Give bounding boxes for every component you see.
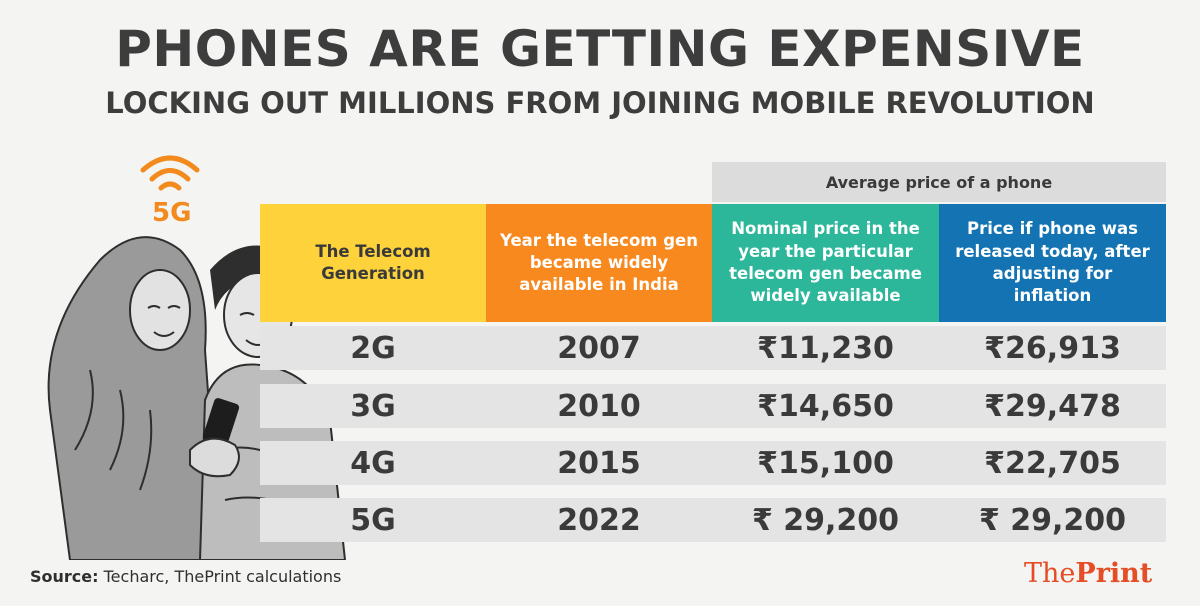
table-row: 2G 2007 ₹11,230 ₹26,913 [260, 326, 1166, 370]
generation-cell: 5G [350, 502, 396, 538]
nominal-price-cell: ₹ 29,200 [751, 502, 900, 538]
table-row: 5G 2022 ₹ 29,200 ₹ 29,200 [260, 498, 1166, 542]
generation-cell: 2G [350, 330, 396, 366]
brand-regular: The [1024, 558, 1076, 589]
nominal-price-cell: ₹15,100 [757, 445, 894, 481]
column-header-generation: The Telecom Generation [260, 204, 486, 322]
page-subtitle: LOCKING OUT MILLIONS FROM JOINING MOBILE… [105, 86, 1095, 120]
theprint-logo: ThePrint [1024, 558, 1152, 589]
column-header-year: Year the telecom gen became widely avail… [486, 204, 712, 322]
wifi-signal-icon [140, 155, 200, 191]
year-cell: 2015 [557, 445, 641, 481]
page-title: PHONES ARE GETTING EXPENSIVE [115, 20, 1085, 78]
source-label: Source: [30, 567, 99, 586]
source-text: Techarc, ThePrint calculations [98, 567, 342, 586]
average-price-group-header: Average price of a phone [712, 162, 1166, 202]
adjusted-price-cell: ₹ 29,200 [978, 502, 1127, 538]
nominal-price-cell: ₹14,650 [757, 388, 894, 424]
nominal-price-cell: ₹11,230 [757, 330, 894, 366]
year-cell: 2010 [557, 388, 641, 424]
adjusted-price-cell: ₹26,913 [984, 330, 1121, 366]
generation-cell: 3G [350, 388, 396, 424]
source-note: Source: Techarc, ThePrint calculations [30, 567, 341, 586]
year-cell: 2007 [557, 330, 641, 366]
table-row: 4G 2015 ₹15,100 ₹22,705 [260, 441, 1166, 485]
adjusted-price-cell: ₹22,705 [984, 445, 1121, 481]
column-header-nominal-price: Nominal price in the year the particular… [712, 204, 939, 322]
column-header-adjusted-price: Price if phone was released today, after… [939, 204, 1166, 322]
brand-bold: Print [1075, 558, 1153, 589]
5g-badge: 5G [152, 198, 192, 228]
generation-cell: 4G [350, 445, 396, 481]
table-row: 3G 2010 ₹14,650 ₹29,478 [260, 384, 1166, 428]
adjusted-price-cell: ₹29,478 [984, 388, 1121, 424]
year-cell: 2022 [557, 502, 641, 538]
